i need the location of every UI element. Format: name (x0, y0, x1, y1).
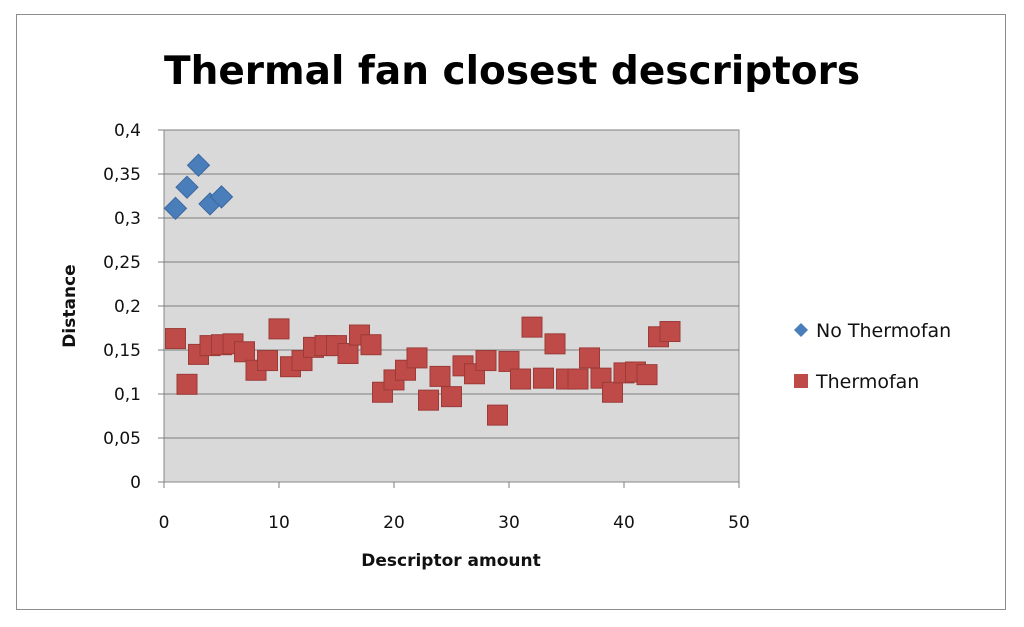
legend-label: Thermofan (815, 371, 919, 393)
x-axis-title: Descriptor amount (361, 551, 541, 571)
data-point-square (257, 350, 278, 372)
legend-marker-square (794, 374, 808, 388)
y-axis-title: Distance (60, 264, 80, 347)
data-point-diamond (175, 175, 199, 199)
data-point-square (176, 373, 198, 395)
y-tick-label: 0 (130, 473, 141, 493)
y-tick-label: 0,25 (103, 253, 141, 273)
data-point-square (487, 404, 508, 426)
legend-label: No Thermofan (816, 320, 951, 342)
data-point-square (498, 350, 520, 372)
data-point-square (602, 381, 623, 403)
x-tick-label: 30 (498, 513, 520, 533)
x-tick-label: 50 (728, 513, 750, 533)
legend-marker-diamond (794, 323, 808, 337)
x-tick-label: 20 (383, 513, 405, 533)
legend: No Thermofan Thermofan (794, 320, 951, 393)
data-point-square (406, 347, 428, 369)
series-no-thermofan (163, 153, 234, 221)
data-point-square (579, 347, 600, 369)
y-tick-label: 0,1 (114, 385, 141, 405)
data-point-diamond (209, 185, 234, 209)
x-axis-ticks: 0 10 20 30 40 50 (159, 482, 750, 533)
y-tick-label: 0,05 (103, 429, 141, 449)
data-point-square (567, 368, 589, 390)
data-point-square (521, 316, 543, 338)
data-point-square (510, 368, 531, 390)
data-point-square (533, 367, 554, 389)
data-point-diamond (186, 153, 211, 177)
y-tick-label: 0,15 (103, 341, 141, 361)
data-point-square (165, 328, 186, 350)
data-point-diamond (163, 196, 188, 221)
series-layer (163, 153, 681, 426)
y-tick-label: 0,35 (103, 165, 141, 185)
data-point-square (337, 343, 359, 365)
y-tick-label: 0,3 (114, 209, 141, 229)
data-point-square (475, 350, 497, 372)
chart-title: Thermal fan closest descriptors (164, 49, 860, 94)
data-point-square (544, 333, 566, 355)
x-tick-label: 40 (613, 513, 635, 533)
data-point-square (659, 321, 681, 343)
y-axis-ticks: 0 0,05 0,1 0,15 0,2 0,25 0,3 0,35 0,4 (103, 121, 164, 493)
data-point-square (441, 386, 462, 408)
y-tick-label: 0,2 (114, 297, 141, 317)
x-tick-label: 10 (268, 513, 290, 533)
data-point-square (360, 334, 382, 356)
data-point-square (234, 341, 255, 363)
data-point-square (636, 364, 658, 386)
data-point-square (429, 365, 451, 387)
y-tick-label: 0,4 (114, 121, 141, 141)
x-tick-label: 0 (159, 513, 170, 533)
series-thermofan (165, 316, 681, 426)
data-point-square (268, 318, 290, 340)
data-point-square (418, 389, 439, 411)
